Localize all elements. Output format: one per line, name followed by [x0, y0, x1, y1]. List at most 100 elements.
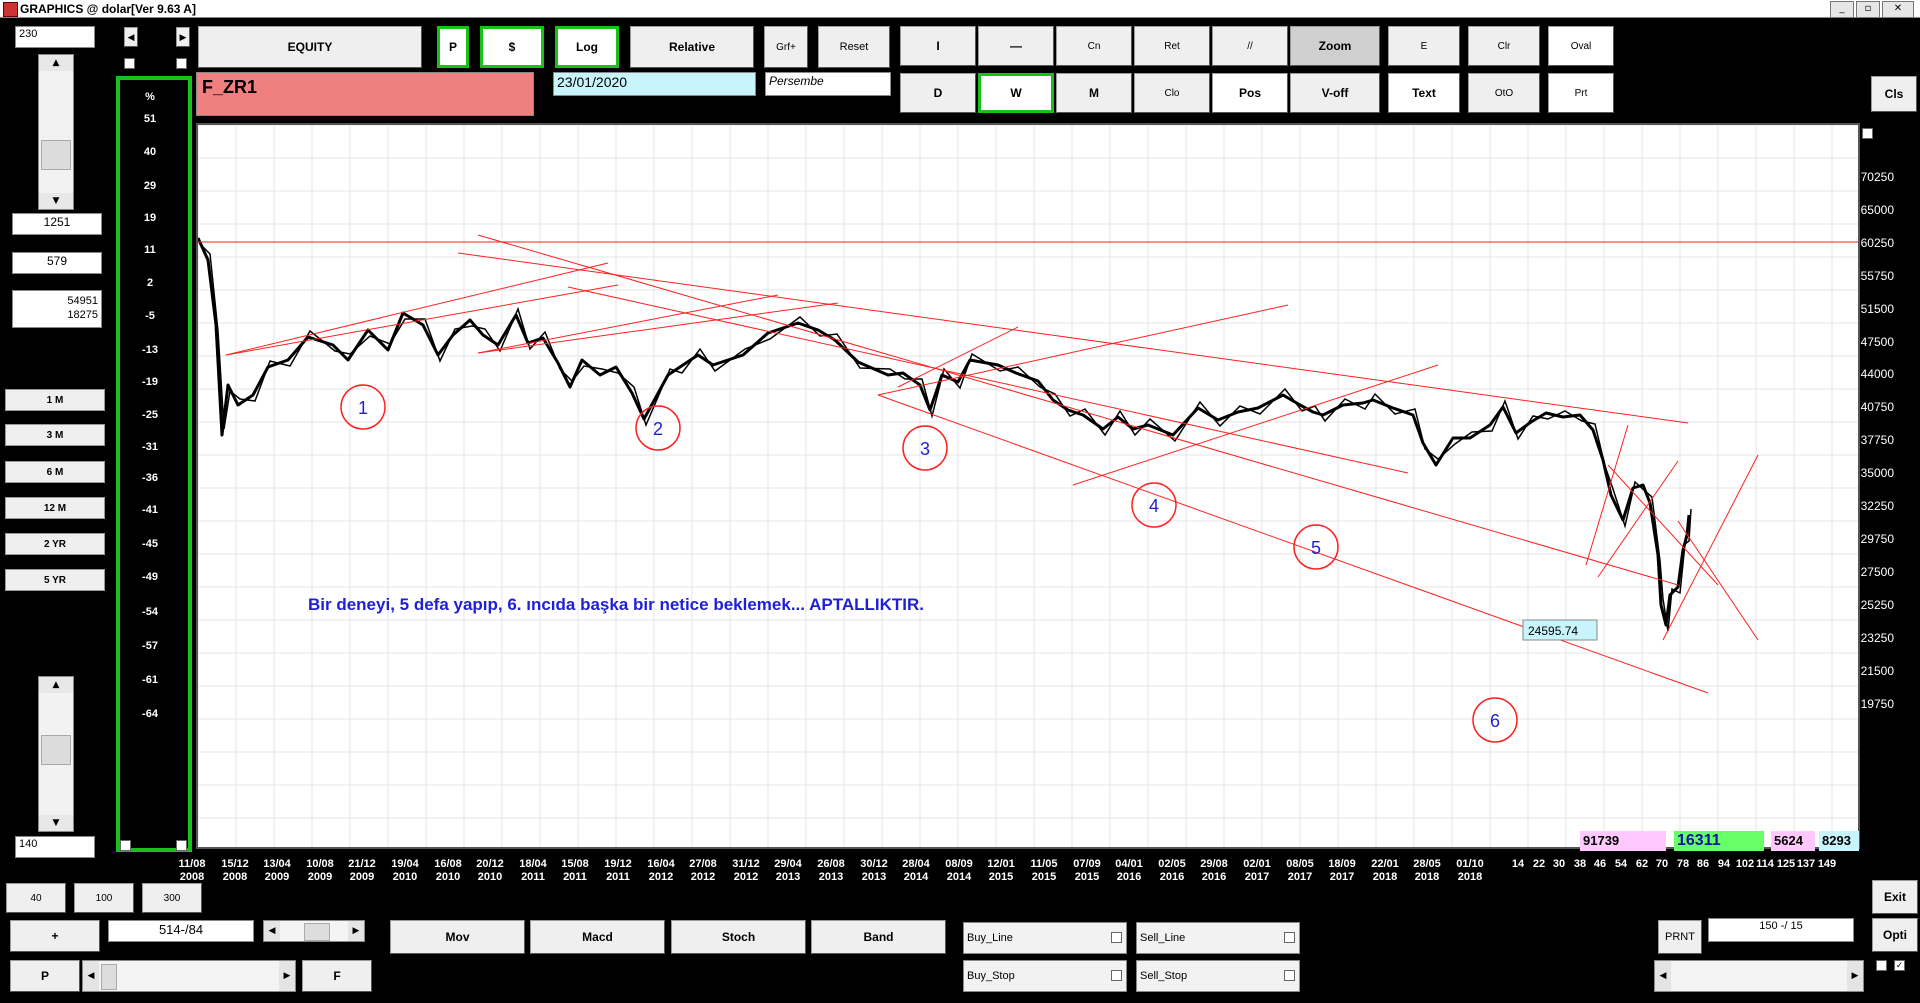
tool-0-button[interactable]: I	[900, 26, 976, 66]
exit-button[interactable]: Exit	[1872, 880, 1918, 914]
zoom-300-button[interactable]: 300	[142, 883, 202, 913]
tool-row2-2-button[interactable]: M	[1056, 73, 1132, 113]
tool-row2-3-button[interactable]: Clo	[1134, 73, 1210, 113]
value3b: 18275	[67, 309, 98, 321]
close-button[interactable]: ✕	[1882, 1, 1914, 18]
buy-line-field[interactable]: Buy_Line	[963, 922, 1127, 954]
right-horizontal-scrollbar[interactable]: ◀ ▶	[1654, 960, 1864, 992]
ratio-field[interactable]: 150 -/ 15	[1708, 918, 1854, 942]
chart-corner-checkbox[interactable]	[1862, 128, 1873, 139]
right-arrow-icon[interactable]: ▶	[176, 27, 190, 47]
scroll-thumb[interactable]	[304, 923, 330, 941]
scroll-down-icon[interactable]: ▼	[39, 815, 73, 831]
tool-8-button[interactable]: Oval	[1548, 26, 1614, 66]
scroll-up-icon[interactable]: ▲	[39, 55, 73, 71]
dollar-toggle-button[interactable]: $	[480, 26, 544, 68]
buy-line-checkbox[interactable]	[1111, 932, 1122, 943]
bottom-vertical-scrollbar[interactable]: ▲ ▼	[38, 676, 74, 832]
date-field[interactable]: 23/01/2020	[553, 72, 756, 96]
future-tick: 114	[1756, 858, 1774, 870]
value3-field[interactable]: 54951 18275	[12, 290, 102, 328]
top-left-checkbox[interactable]	[124, 58, 135, 69]
buy-stop-field[interactable]: Buy_Stop	[963, 960, 1127, 992]
day-field[interactable]: Persembe	[765, 72, 891, 96]
scroll-down-icon[interactable]: ▼	[39, 193, 73, 209]
plus-button[interactable]: +	[10, 920, 100, 952]
tool-3-button[interactable]: Ret	[1134, 26, 1210, 66]
tool-row2-5-button[interactable]: V-off	[1290, 73, 1380, 113]
sell-stop-field[interactable]: Sell_Stop	[1136, 960, 1300, 992]
scroll-thumb[interactable]	[41, 735, 71, 765]
bollinger-band-button[interactable]: Band	[811, 920, 946, 954]
moving-average-button[interactable]: Mov	[390, 920, 525, 954]
tool-row2-6-button[interactable]: Text	[1388, 73, 1460, 113]
option-checkbox-1[interactable]	[1876, 960, 1887, 971]
top-horizontal-scrollbar[interactable]: ◀ ▶	[263, 920, 365, 942]
option-checkbox-2[interactable]: ✓	[1894, 960, 1905, 971]
scroll-left-icon[interactable]: ◀	[83, 961, 99, 991]
minimize-button[interactable]: _	[1830, 1, 1854, 18]
sell-line-checkbox[interactable]	[1284, 932, 1295, 943]
left-arrow-icon[interactable]: ◀	[124, 27, 138, 47]
tool-row2-1-button[interactable]: W	[978, 73, 1054, 113]
bottom-left-checkbox[interactable]	[120, 840, 131, 851]
print-button[interactable]: PRNT	[1658, 920, 1702, 954]
price-chart[interactable]: 1 2 3 4 5 6 Bir deneyi, 5 defa yapıp, 6. ıncıd…	[198, 125, 1858, 847]
equity-button[interactable]: EQUITY	[198, 26, 422, 68]
tool-2-button[interactable]: Cn	[1056, 26, 1132, 66]
date-tick: 27/08 2012	[689, 858, 717, 883]
scroll-right-icon[interactable]: ▶	[348, 921, 364, 941]
period-6m-button[interactable]: 6 M	[5, 461, 105, 483]
macd-button[interactable]: Macd	[530, 920, 665, 954]
scroll-right-icon[interactable]: ▶	[1847, 961, 1863, 991]
date-tick: 08/05 2017	[1286, 858, 1314, 883]
top-right-checkbox[interactable]	[176, 58, 187, 69]
relative-button[interactable]: Relative	[630, 26, 754, 68]
tool-row2-0-button[interactable]: D	[900, 73, 976, 113]
symbol-field[interactable]: F_ZR1	[196, 72, 534, 116]
scroll-left-icon[interactable]: ◀	[1655, 961, 1671, 991]
p-toggle-button[interactable]: P	[437, 26, 469, 68]
range-field[interactable]: 514-/84	[108, 920, 254, 942]
tool-row2-8-button[interactable]: Prt	[1548, 73, 1614, 113]
top-value-field[interactable]: 230	[15, 26, 95, 48]
tool-4-button[interactable]: //	[1212, 26, 1288, 66]
optimize-button[interactable]: Opti	[1872, 918, 1918, 952]
bottom-value-field[interactable]: 140	[15, 836, 95, 858]
scroll-thumb[interactable]	[41, 140, 71, 170]
reset-button[interactable]: Reset	[818, 26, 890, 68]
period-2yr-button[interactable]: 2 YR	[5, 533, 105, 555]
scroll-right-icon[interactable]: ▶	[279, 961, 295, 991]
log-toggle-button[interactable]: Log	[555, 26, 619, 68]
f-button[interactable]: F	[302, 960, 372, 992]
graph-plus-button[interactable]: Grf+	[764, 26, 808, 68]
scroll-thumb[interactable]	[101, 964, 117, 990]
sell-line-field[interactable]: Sell_Line	[1136, 922, 1300, 954]
value2-field[interactable]: 579	[12, 252, 102, 274]
period-1m-button[interactable]: 1 M	[5, 389, 105, 411]
top-vertical-scrollbar[interactable]: ▲ ▼	[38, 54, 74, 210]
scroll-up-icon[interactable]: ▲	[39, 677, 73, 693]
sell-stop-checkbox[interactable]	[1284, 970, 1295, 981]
tool-7-button[interactable]: Clr	[1468, 26, 1540, 66]
scroll-left-icon[interactable]: ◀	[264, 921, 280, 941]
zoom-100-button[interactable]: 100	[74, 883, 134, 913]
tool-6-button[interactable]: E	[1388, 26, 1460, 66]
tool-5-button[interactable]: Zoom	[1290, 26, 1380, 66]
stochastic-button[interactable]: Stoch	[671, 920, 806, 954]
buy-stop-checkbox[interactable]	[1111, 970, 1122, 981]
period-3m-button[interactable]: 3 M	[5, 424, 105, 446]
period-12m-button[interactable]: 12 M	[5, 497, 105, 519]
close-chart-button[interactable]: Cls	[1871, 76, 1917, 112]
tool-1-button[interactable]: —	[978, 26, 1054, 66]
tool-row2-4-button[interactable]: Pos	[1212, 73, 1288, 113]
restore-button[interactable]: ▫	[1856, 1, 1880, 18]
value1-field[interactable]: 1251	[12, 213, 102, 235]
bottom-horizontal-scrollbar[interactable]: ◀ ▶	[82, 960, 296, 992]
bottom-right-checkbox[interactable]	[176, 840, 187, 851]
period-5yr-button[interactable]: 5 YR	[5, 569, 105, 591]
p-button[interactable]: P	[10, 960, 80, 992]
tool-row2-7-button[interactable]: OtO	[1468, 73, 1540, 113]
chart-plot-area[interactable]: 1 2 3 4 5 6 Bir deneyi, 5 defa yapıp, 6. ıncıd…	[196, 123, 1860, 849]
zoom-40-button[interactable]: 40	[6, 883, 66, 913]
